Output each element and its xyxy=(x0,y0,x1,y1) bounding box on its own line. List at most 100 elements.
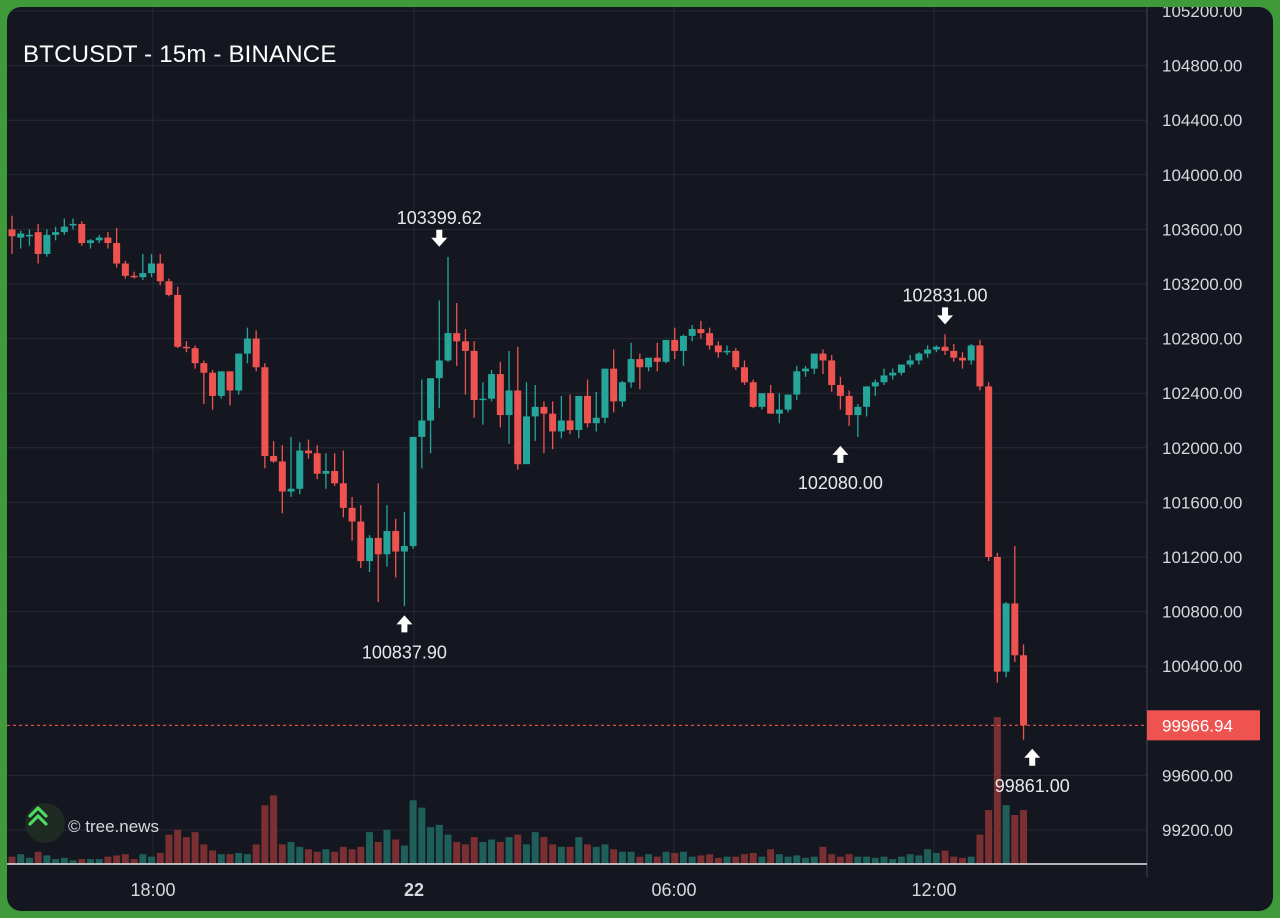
price-tick-label: 103600.00 xyxy=(1162,220,1242,239)
candle xyxy=(479,382,487,425)
volume-bar xyxy=(836,856,844,864)
candle xyxy=(706,327,714,350)
candle-body xyxy=(139,273,147,278)
price-tick-label: 104800.00 xyxy=(1162,57,1242,76)
volume-bar xyxy=(749,852,757,864)
volume-bar xyxy=(967,856,975,864)
volume-bar xyxy=(679,851,687,864)
time-tick-label: 06:00 xyxy=(651,880,696,900)
candle-body xyxy=(636,359,644,368)
volume-bar xyxy=(584,844,592,864)
candle-body xyxy=(889,372,897,376)
volume-bar xyxy=(653,856,661,864)
candles xyxy=(8,215,1028,740)
volume-bar xyxy=(802,857,810,864)
candle xyxy=(915,352,923,365)
candle xyxy=(409,436,417,549)
candle xyxy=(505,350,513,444)
candle xyxy=(627,342,635,388)
volume-bar xyxy=(43,855,51,864)
candle xyxy=(148,253,156,278)
candle xyxy=(976,339,984,391)
candle xyxy=(156,253,164,286)
candle-body xyxy=(723,350,731,353)
volume-bar xyxy=(871,857,879,864)
candle xyxy=(461,329,469,395)
candle xyxy=(287,436,295,497)
candle xyxy=(793,365,801,401)
candle-body xyxy=(592,417,600,424)
volume-bar xyxy=(139,854,147,864)
candle-body xyxy=(749,382,757,407)
candle xyxy=(540,401,548,454)
volume-bar xyxy=(479,841,487,864)
candle xyxy=(304,439,312,459)
volume-bar xyxy=(723,856,731,864)
volume-bar xyxy=(366,832,374,864)
volume-bar xyxy=(60,857,68,864)
candle-body xyxy=(165,281,173,295)
volume-bar xyxy=(1002,805,1010,864)
candle-body xyxy=(113,243,121,264)
candle xyxy=(514,346,522,470)
volume-bar xyxy=(924,849,932,864)
volume-bar xyxy=(845,854,853,864)
volume-bar xyxy=(958,857,966,864)
candlestick-chart[interactable]: 105200.00 104800.00 104400.00 104000.00 1036… xyxy=(7,7,1273,911)
candle-body xyxy=(653,357,661,362)
low-price-label: 100837.90 xyxy=(362,642,447,662)
candle xyxy=(418,379,426,469)
candle xyxy=(985,382,993,562)
volume-bar xyxy=(374,841,382,864)
candle xyxy=(845,390,853,426)
candle-body xyxy=(121,263,129,276)
volume-bar xyxy=(287,841,295,864)
volume-bar xyxy=(34,851,42,864)
arrow-down-icon xyxy=(431,229,448,247)
candle xyxy=(941,334,949,355)
candle xyxy=(383,505,391,567)
candle xyxy=(25,229,33,246)
volume-bar xyxy=(113,855,121,864)
price-tick-label: 104000.00 xyxy=(1162,166,1242,185)
candle-body xyxy=(505,390,513,416)
price-tick-label: 102000.00 xyxy=(1162,439,1242,458)
candle xyxy=(470,341,478,418)
candle-body xyxy=(148,263,156,274)
time-axis-labels: 18:00 22 06:00 12:00 xyxy=(130,880,956,900)
volume-bar xyxy=(540,837,548,864)
volume-bar xyxy=(435,824,443,864)
candle-body xyxy=(802,368,810,372)
volume-bar xyxy=(130,859,138,864)
volume-bar xyxy=(444,834,452,864)
candle-body xyxy=(967,345,975,361)
candle xyxy=(374,483,382,603)
high-price-label: 103399.62 xyxy=(397,208,482,228)
volume-bar xyxy=(453,841,461,864)
candle xyxy=(618,380,626,407)
candle-body xyxy=(339,483,347,508)
volume-bar xyxy=(217,854,225,864)
candle xyxy=(1020,644,1028,740)
price-tick-label: 99200.00 xyxy=(1162,821,1233,840)
arrow-up-icon xyxy=(832,445,849,463)
candle xyxy=(296,442,304,495)
candle xyxy=(863,386,871,417)
volume-bar xyxy=(148,856,156,864)
candle xyxy=(165,278,173,297)
candle xyxy=(610,349,618,413)
candle-body xyxy=(740,367,748,383)
candle-body xyxy=(287,488,295,492)
candle-body xyxy=(496,374,504,416)
candle-body xyxy=(828,360,836,386)
volume-bar xyxy=(566,846,574,864)
candle xyxy=(549,401,557,450)
candle-body xyxy=(261,367,269,456)
candle-body xyxy=(950,350,958,358)
candle xyxy=(348,496,356,541)
candle-body xyxy=(915,353,923,361)
candle-body xyxy=(252,338,260,368)
volume-bar xyxy=(819,846,827,864)
volume-bar xyxy=(575,837,583,864)
volume-bar xyxy=(461,844,469,864)
